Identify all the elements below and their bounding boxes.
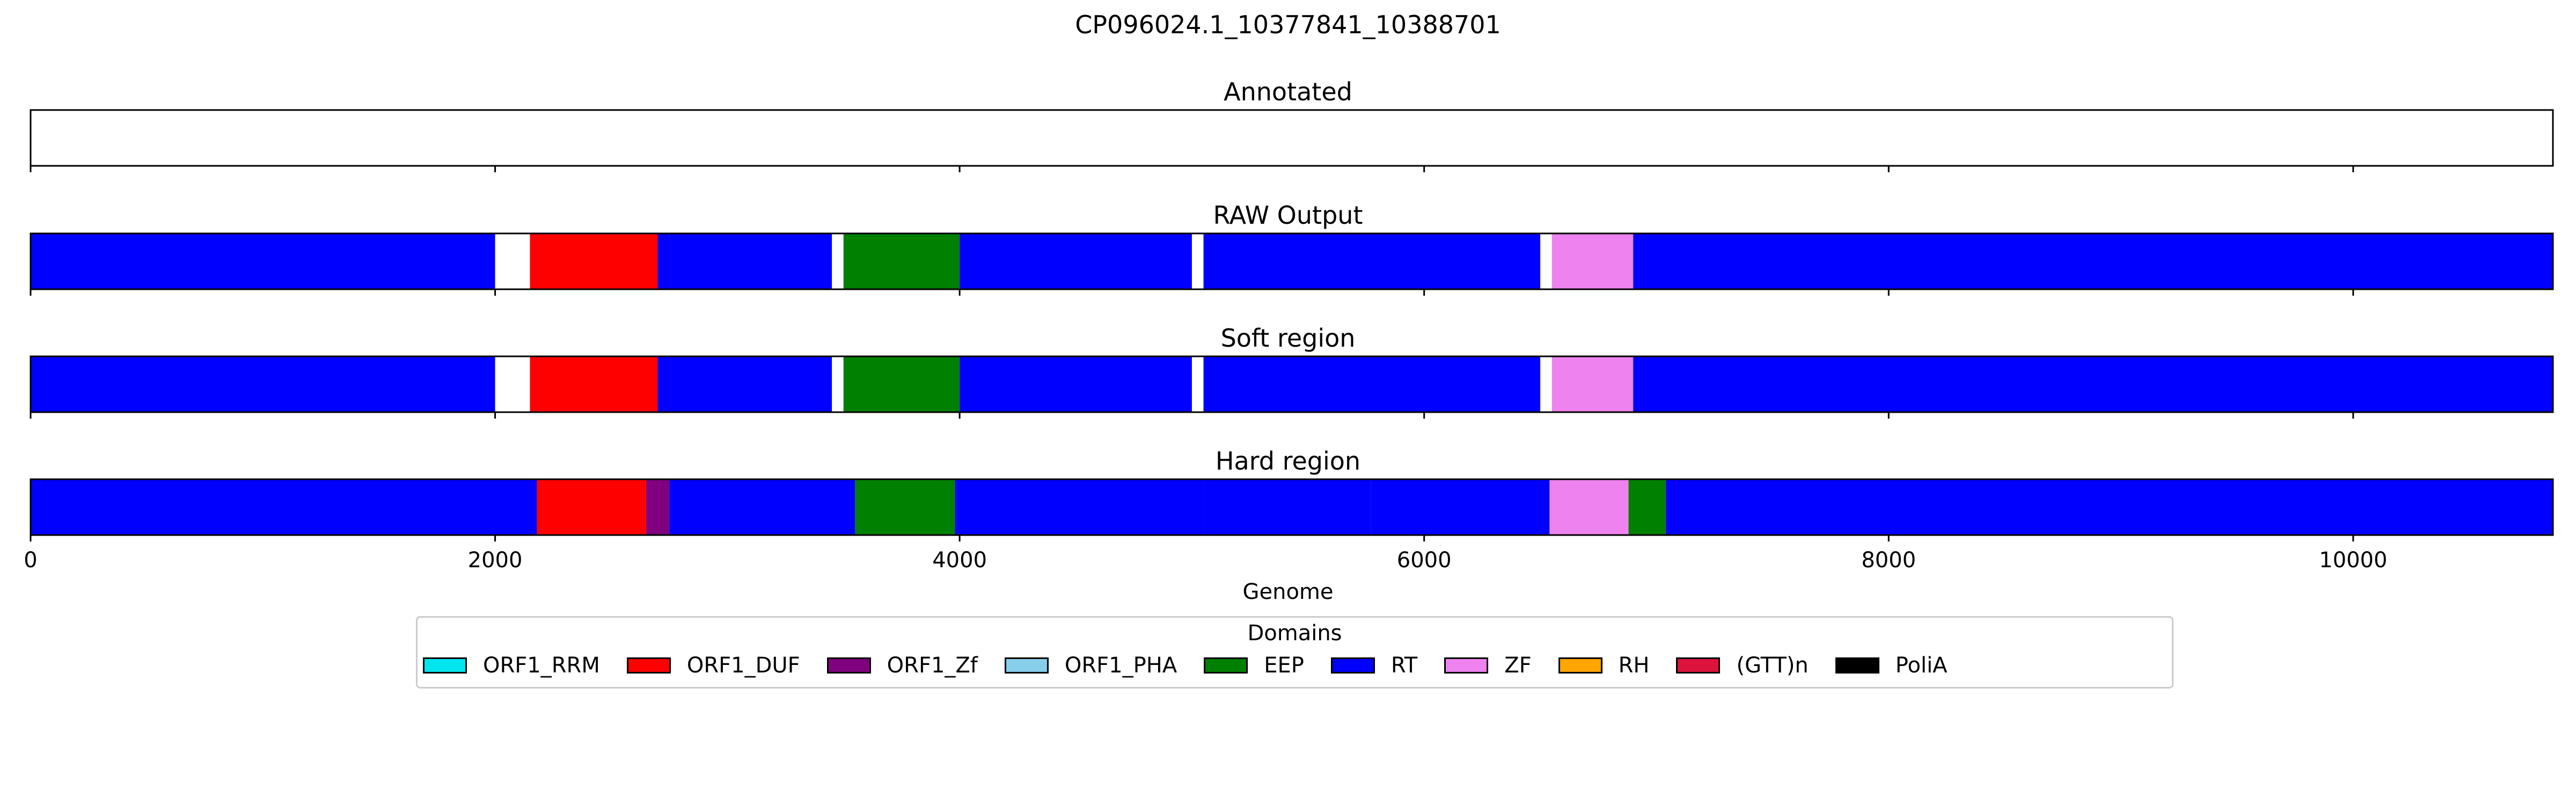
legend-label: EEP (1264, 653, 1304, 678)
domain-segment (1552, 356, 1634, 412)
legend-entry: ORF1_DUF (626, 653, 800, 678)
panel-frame (30, 109, 2554, 167)
chart-title: CP096024.1_10377841_10388701 (1075, 10, 1501, 39)
x-tick-label: 6000 (1397, 548, 1452, 573)
track-panels: Annotated RAW Output Soft region Hard regio… (24, 77, 2554, 573)
legend-label: PoliA (1895, 653, 1948, 678)
domain-segment (1633, 356, 2553, 412)
legend-swatch (423, 657, 467, 674)
domain-segment (1549, 479, 1629, 535)
domain-segment (646, 479, 670, 535)
legend-label: ZF (1504, 653, 1532, 678)
legend-swatch (626, 657, 671, 674)
x-tick-label: 10000 (2319, 548, 2387, 573)
legend-swatch (1204, 657, 1248, 674)
track-panel: Hard region 0 2000 4000 6000 8000 10000 (24, 447, 2554, 573)
domain-segment (960, 233, 1192, 289)
legend-swatch (1558, 657, 1602, 674)
panel-background (31, 110, 2553, 166)
domain-segment (1366, 356, 1541, 412)
domain-segment (657, 356, 832, 412)
domain-segment (1628, 479, 1666, 535)
x-tick-label: 4000 (932, 548, 987, 573)
domain-segment (31, 356, 495, 412)
legend: Domains ORF1_RRM ORF1_DUF ORF1_Zf ORF1_PHA E… (416, 616, 2174, 689)
x-tick-label: 8000 (1861, 548, 1916, 573)
legend-label: ORF1_PHA (1064, 653, 1177, 678)
legend-entry: RH (1558, 653, 1650, 678)
panel-title: Soft region (1221, 324, 1356, 353)
domain-segment (1665, 479, 2553, 535)
domain-segment (1203, 356, 1366, 412)
domain-segment (537, 479, 646, 535)
legend-swatch (1835, 657, 1879, 674)
legend-entry: RT (1330, 653, 1418, 678)
legend-label: RH (1618, 653, 1650, 678)
domain-segment (1366, 233, 1541, 289)
legend-swatch (1004, 657, 1049, 674)
legend-swatch (1676, 657, 1721, 674)
legend-entry: ORF1_PHA (1004, 653, 1177, 678)
x-tick-label: 0 (24, 548, 37, 573)
domain-segment (1203, 479, 1371, 535)
domain-segment (955, 479, 1204, 535)
panel-frame (30, 355, 2554, 413)
domain-segment (1203, 233, 1366, 289)
domain-segment (530, 356, 658, 412)
legend-items: ORF1_RRM ORF1_DUF ORF1_Zf ORF1_PHA EEP RT ZF RH… (423, 653, 1974, 678)
domain-segment (843, 356, 960, 412)
panel-title: Hard region (1216, 447, 1360, 475)
domain-segment (530, 233, 658, 289)
legend-label: ORF1_Zf (887, 653, 978, 678)
x-tick-label: 2000 (468, 548, 523, 573)
legend-swatch (1444, 657, 1489, 674)
panel-title: RAW Output (1213, 201, 1363, 230)
legend-title: Domains (1247, 621, 1342, 646)
domain-segment (31, 233, 495, 289)
panel-frame (30, 478, 2554, 536)
x-axis-label: Genome (1242, 580, 1333, 604)
legend-swatch (826, 657, 871, 674)
panel-frame (30, 232, 2554, 290)
legend-swatch (1330, 657, 1375, 674)
legend-label: ORF1_DUF (686, 653, 800, 678)
domain-segment (31, 479, 537, 535)
legend-label: ORF1_RRM (483, 653, 600, 678)
legend-entry: PoliA (1835, 653, 1948, 678)
domain-segment (657, 233, 832, 289)
legend-entry: ORF1_RRM (423, 653, 600, 678)
track-panel: Soft region (30, 324, 2554, 419)
domain-segment (855, 479, 955, 535)
domain-segment (1633, 233, 2553, 289)
panel-title: Annotated (1224, 77, 1352, 106)
domain-segment (1371, 479, 1550, 535)
legend-label: (GTT)n (1736, 653, 1809, 678)
domain-segment (669, 479, 855, 535)
legend-label: RT (1391, 653, 1418, 678)
domain-segment (960, 356, 1192, 412)
track-panel: RAW Output (30, 201, 2554, 296)
track-panel: Annotated (30, 77, 2554, 172)
domain-segment (843, 233, 960, 289)
legend-entry: (GTT)n (1676, 653, 1809, 678)
legend-entry: EEP (1204, 653, 1304, 678)
domain-segment (1552, 233, 1634, 289)
legend-entry: ORF1_Zf (826, 653, 978, 678)
legend-entry: ZF (1444, 653, 1532, 678)
